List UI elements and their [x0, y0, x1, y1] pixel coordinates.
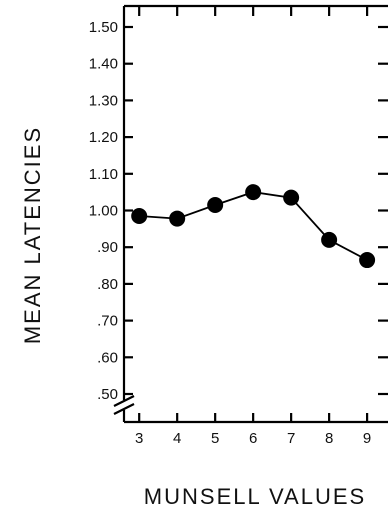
- y-tick-label: 1.20: [89, 129, 118, 146]
- y-tick-label: 1.40: [89, 56, 118, 73]
- data-point: [359, 252, 376, 269]
- y-axis-ticks: .50 .60 .70 .80 .90 1.00 1.10 1.20 1.30 1.40 1.50: [89, 19, 388, 403]
- plot-frame: [113, 4, 388, 424]
- y-tick-label: .60: [97, 349, 118, 366]
- series-group: [131, 184, 376, 269]
- y-tick-label: 1.10: [89, 166, 118, 183]
- y-axis-title: MEAN LATENCIES: [20, 126, 45, 344]
- series-line: [139, 191, 368, 261]
- data-point: [321, 231, 338, 248]
- y-tick-label: 1.00: [89, 203, 118, 220]
- x-tick-label: 5: [211, 430, 219, 447]
- data-point: [207, 196, 224, 213]
- y-tick-label: 1.30: [89, 92, 118, 109]
- x-tick-label: 7: [287, 430, 295, 447]
- x-axis-title: MUNSELL VALUES: [144, 484, 366, 509]
- x-axis-ticks: 3 4 5 6 7 8 9: [135, 6, 371, 447]
- x-tick-label: 3: [135, 430, 143, 447]
- data-point: [283, 189, 300, 206]
- x-tick-label: 8: [325, 430, 333, 447]
- x-tick-label: 4: [173, 430, 181, 447]
- y-tick-label: 1.50: [89, 19, 118, 36]
- data-point: [169, 210, 186, 227]
- y-tick-label: .90: [97, 239, 118, 256]
- x-tick-label: 9: [363, 430, 371, 447]
- y-tick-label: .50: [97, 386, 118, 403]
- y-tick-label: .80: [97, 276, 118, 293]
- data-point: [131, 208, 148, 225]
- x-tick-label: 6: [249, 430, 257, 447]
- data-point: [245, 184, 262, 201]
- axis-break-mark: [113, 395, 135, 415]
- y-tick-label: .70: [97, 313, 118, 330]
